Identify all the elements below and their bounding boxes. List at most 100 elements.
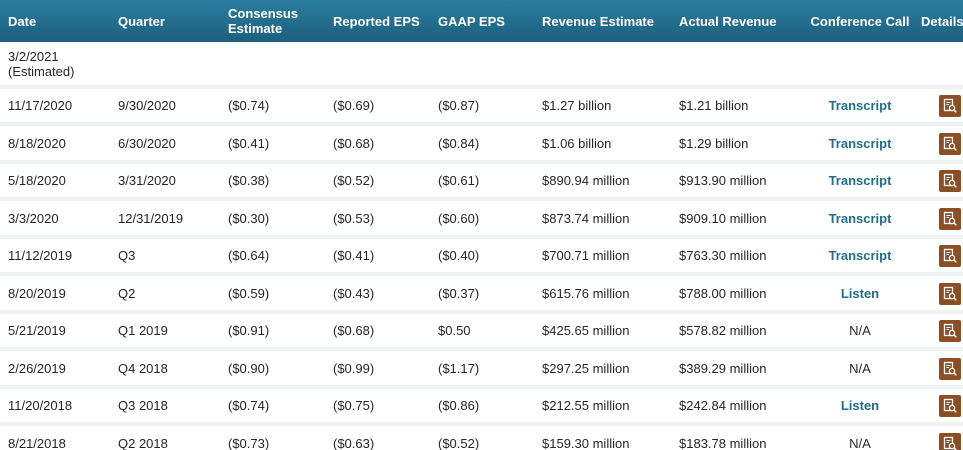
cell-actual-revenue: $389.29 million [679, 360, 767, 376]
conference-call-link[interactable]: Transcript [828, 98, 892, 113]
header-date[interactable]: Date [8, 13, 37, 29]
cell-quarter: Q3 [118, 248, 136, 263]
cell-reported-eps: ($0.53) [333, 210, 375, 226]
cell-revenue-estimate: $1.06 billion [542, 135, 612, 151]
details-button[interactable] [939, 357, 961, 380]
cell-conference-call: N/A [800, 352, 920, 385]
details-button[interactable] [939, 320, 961, 342]
document-search-icon-svg [943, 98, 957, 113]
details-button[interactable] [939, 245, 961, 267]
header-details: Details [921, 13, 963, 29]
cell-reported-eps: ($0.63) [333, 435, 375, 450]
cell-actual-revenue: $1.21 billion [679, 98, 749, 113]
document-search-icon-svg [943, 136, 957, 151]
cell-gaap-eps: ($0.37) [438, 285, 480, 301]
cell-revenue-estimate: $700.71 million [542, 248, 630, 263]
cell-conference-call: Transcript [800, 164, 920, 197]
conference-call-link[interactable]: Listen [840, 398, 880, 413]
details-button[interactable] [939, 282, 961, 305]
cell-revenue-estimate: $615.76 million [542, 285, 630, 301]
cell-consensus-estimate: ($0.91) [228, 323, 270, 338]
cell-conference-call: Transcript [800, 202, 920, 235]
cell-date: 8/21/2018 [8, 435, 66, 450]
cell-consensus-estimate: ($0.74) [228, 398, 270, 413]
cell-quarter: 9/30/2020 [118, 98, 176, 113]
cell-consensus-estimate: ($0.73) [228, 435, 270, 450]
table-row: 11/17/2020 9/30/2020 ($0.74) ($0.69) ($0.87)… [0, 89, 963, 126]
document-search-icon-svg [943, 398, 957, 413]
details-button[interactable] [939, 395, 961, 417]
details-button[interactable] [939, 170, 961, 192]
cell-gaap-eps: ($0.84) [438, 135, 480, 151]
cell-revenue-estimate: $873.74 million [542, 210, 630, 226]
details-button[interactable] [939, 432, 961, 450]
table-row: 8/20/2019 Q2 ($0.59) ($0.43) ($0.37) $615.76 … [0, 276, 963, 314]
cell-quarter: Q2 [118, 285, 136, 301]
cell-gaap-eps: ($0.40) [438, 248, 480, 263]
header-conference-call[interactable]: Conference Call [810, 13, 910, 29]
cell-consensus-estimate: ($0.59) [228, 285, 270, 301]
document-search-icon-svg [943, 211, 957, 226]
conference-call-link[interactable]: Transcript [828, 210, 892, 226]
cell-conference-call: N/A [800, 427, 920, 450]
header-revenue-estimate[interactable]: Revenue Estimate [542, 13, 654, 29]
cell-conference-call: Transcript [800, 239, 920, 272]
table-row: 8/18/2020 6/30/2020 ($0.41) ($0.68) ($0.84) $… [0, 126, 963, 164]
cell-revenue-estimate: $890.94 million [542, 173, 630, 188]
cell-quarter: 12/31/2019 [118, 210, 184, 226]
cell-actual-revenue: $788.00 million [679, 285, 767, 301]
table-row: 2/26/2019 Q4 2018 ($0.90) ($0.99) ($1.17) $29… [0, 351, 963, 389]
header-quarter[interactable]: Quarter [118, 13, 165, 29]
conference-call-link[interactable]: Transcript [828, 135, 892, 151]
details-button[interactable] [939, 95, 961, 117]
cell-gaap-eps: ($0.61) [438, 173, 480, 188]
details-button[interactable] [939, 132, 961, 155]
document-search-icon [942, 398, 958, 414]
cell-quarter: Q2 2018 [118, 435, 168, 450]
cell-actual-revenue: $183.78 million [679, 435, 767, 450]
document-search-icon-svg [943, 323, 957, 338]
cell-date: 11/17/2020 [8, 98, 73, 113]
cell-gaap-eps: ($1.17) [438, 360, 480, 376]
cell-date: 3/3/2020 [8, 210, 59, 226]
document-search-icon-svg [943, 361, 957, 376]
cell-quarter: Q4 2018 [118, 360, 168, 376]
conference-call-unavailable: N/A [849, 360, 871, 376]
table-row: 8/21/2018 Q2 2018 ($0.73) ($0.63) ($0.52) $15… [0, 426, 963, 450]
table-row: 11/12/2019 Q3 ($0.64) ($0.41) ($0.40) $700.71… [0, 239, 963, 276]
header-consensus-estimate[interactable]: Consensus Estimate [228, 0, 298, 42]
document-search-icon [942, 211, 958, 227]
cell-gaap-eps: ($0.86) [438, 398, 480, 413]
conference-call-link[interactable]: Listen [840, 285, 880, 301]
document-search-icon [942, 248, 958, 264]
cell-quarter: Q1 2019 [118, 323, 168, 338]
cell-date: 8/20/2019 [8, 285, 66, 301]
table-row: 3/3/2020 12/31/2019 ($0.30) ($0.53) ($0.60) $… [0, 201, 963, 239]
cell-revenue-estimate: $212.55 million [542, 398, 630, 413]
details-button[interactable] [939, 207, 961, 230]
cell-consensus-estimate: ($0.38) [228, 173, 270, 188]
cell-conference-call: Listen [800, 389, 920, 422]
cell-quarter: 3/31/2020 [118, 173, 176, 188]
cell-actual-revenue: $242.84 million [679, 398, 767, 413]
cell-consensus-estimate: ($0.30) [228, 210, 270, 226]
conference-call-link[interactable]: Transcript [828, 173, 892, 188]
header-reported-eps[interactable]: Reported EPS [333, 13, 420, 29]
cell-consensus-estimate: ($0.90) [228, 360, 270, 376]
header-consensus-line2: Estimate [228, 21, 283, 36]
cell-reported-eps: ($0.68) [333, 323, 375, 338]
cell-reported-eps: ($0.52) [333, 173, 375, 188]
cell-consensus-estimate: ($0.41) [228, 135, 270, 151]
cell-quarter: Q3 2018 [118, 398, 168, 413]
cell-date: 2/26/2019 [8, 360, 66, 376]
header-actual-revenue[interactable]: Actual Revenue [679, 13, 777, 29]
document-search-icon-svg [943, 173, 957, 188]
cell-date: 11/12/2019 [8, 248, 73, 263]
header-gaap-eps[interactable]: GAAP EPS [438, 13, 505, 29]
cell-conference-call: Transcript [800, 127, 920, 160]
conference-call-link[interactable]: Transcript [828, 248, 892, 263]
cell-reported-eps: ($0.43) [333, 285, 375, 301]
document-search-icon [942, 361, 958, 377]
table-row: 5/18/2020 3/31/2020 ($0.38) ($0.52) ($0.61) $… [0, 164, 963, 201]
